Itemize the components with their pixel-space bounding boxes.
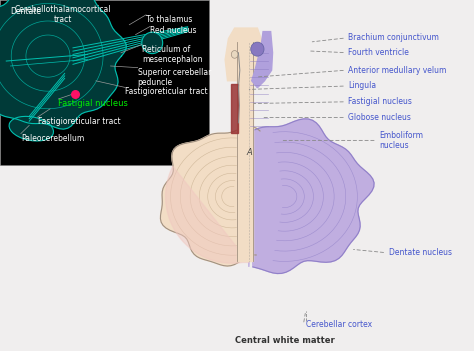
Text: Cerebellar cortex: Cerebellar cortex [306,320,372,329]
Polygon shape [249,119,374,273]
Ellipse shape [251,42,264,56]
Text: Fastigial nucleus: Fastigial nucleus [348,97,412,106]
Polygon shape [231,84,238,133]
Text: Cerebellothalamocortical
tract: Cerebellothalamocortical tract [14,5,111,24]
Ellipse shape [9,117,54,141]
Text: Emboliform
nucleus: Emboliform nucleus [379,131,423,150]
Polygon shape [160,127,260,266]
Text: Paleocerebellum: Paleocerebellum [21,134,84,143]
Text: Superior cerebellar
peduncle: Superior cerebellar peduncle [137,68,211,87]
Polygon shape [0,0,126,129]
Text: Red nucleus: Red nucleus [150,26,197,35]
Ellipse shape [231,51,238,58]
Polygon shape [237,42,253,261]
Text: Central white matter: Central white matter [235,336,334,345]
Text: Fastigial nucleus: Fastigial nucleus [58,99,128,108]
Text: Dentate nucleus: Dentate nucleus [389,248,452,257]
Polygon shape [165,166,249,263]
Text: Reticulum of
mesencephalon: Reticulum of mesencephalon [142,45,202,64]
Point [71,91,79,97]
Text: Anterior medullary velum: Anterior medullary velum [348,66,447,75]
Bar [0,0,209,165]
Text: Brachium conjunctivum: Brachium conjunctivum [348,33,439,42]
Polygon shape [225,28,262,81]
Text: Globose nucleus: Globose nucleus [348,113,411,122]
Ellipse shape [142,32,163,54]
Polygon shape [252,32,273,88]
Text: A: A [247,148,253,157]
Text: To thalamus: To thalamus [146,15,192,24]
Text: Fourth ventricle: Fourth ventricle [348,48,409,57]
Text: Fastigioreticular tract: Fastigioreticular tract [37,117,120,126]
Text: Dentate: Dentate [10,7,41,15]
Text: Fastigioreticular tract: Fastigioreticular tract [125,87,208,97]
Text: Lingula: Lingula [348,81,376,91]
